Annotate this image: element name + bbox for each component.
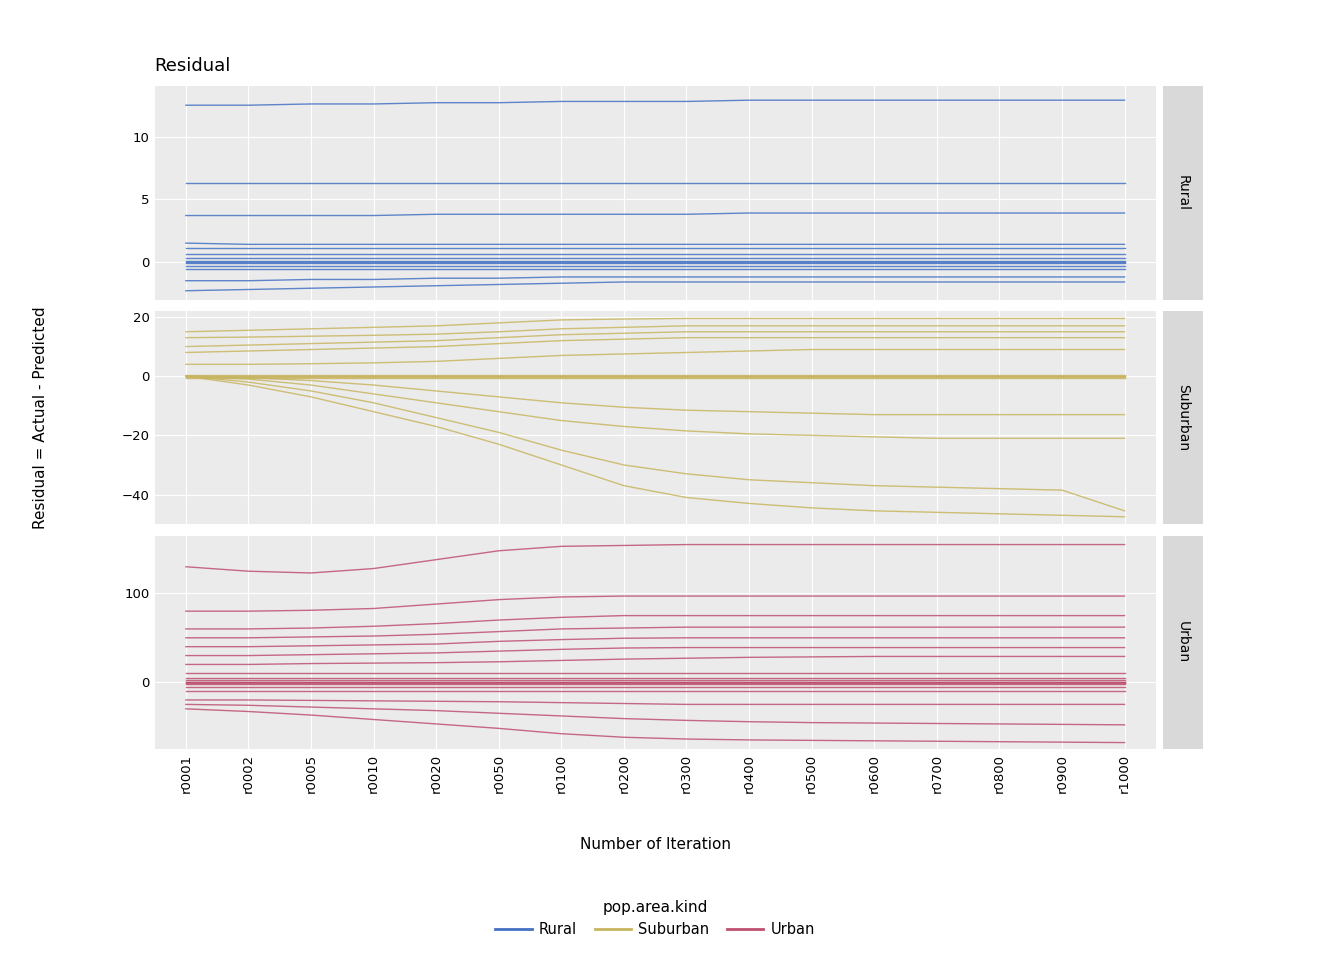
Text: Suburban: Suburban [1176, 384, 1189, 451]
Text: Residual: Residual [155, 57, 231, 75]
Legend: Rural, Suburban, Urban: Rural, Suburban, Urban [489, 894, 821, 943]
Text: Urban: Urban [1176, 621, 1189, 663]
Text: Rural: Rural [1176, 175, 1189, 211]
Text: Number of Iteration: Number of Iteration [579, 837, 731, 852]
Text: Residual = Actual - Predicted: Residual = Actual - Predicted [32, 306, 48, 529]
